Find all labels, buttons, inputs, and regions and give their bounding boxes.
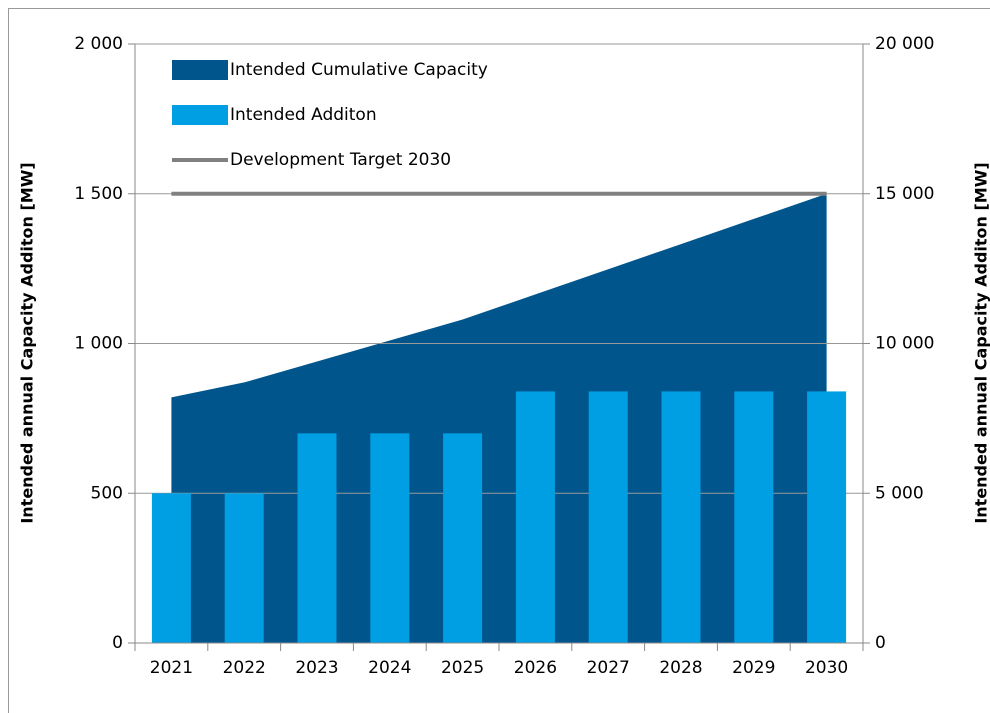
area — [171, 193, 827, 643]
legend-label: Development Target 2030 — [230, 150, 451, 170]
x-tick-label: 2022 — [223, 658, 266, 678]
x-tick-label: 2026 — [514, 658, 557, 678]
bar — [734, 391, 774, 643]
x-tick-label: 2021 — [150, 658, 193, 678]
y-tick-label: 1 000 — [74, 334, 123, 354]
legend-swatch — [172, 105, 228, 125]
chart-border — [8, 8, 990, 713]
y-tick-label: 1 500 — [74, 184, 123, 204]
y2-tick-label: 20 000 — [875, 34, 934, 54]
bar — [588, 391, 628, 643]
y-tick-label: 2 000 — [74, 34, 123, 54]
y-tick-label: 500 — [91, 483, 123, 503]
x-tick-label: 2030 — [805, 658, 848, 678]
y2-tick-label: 10 000 — [875, 334, 934, 354]
bar — [661, 391, 701, 643]
x-tick-label: 2023 — [295, 658, 338, 678]
x-tick-label: 2029 — [732, 658, 775, 678]
y2-axis-title: Intended annual Capacity Additon [MW] — [972, 162, 990, 523]
legend-label: Intended Cumulative Capacity — [230, 60, 488, 80]
y2-tick-label: 15 000 — [875, 184, 934, 204]
bar — [151, 493, 191, 643]
x-tick-label: 2024 — [368, 658, 411, 678]
legend-swatch — [172, 60, 228, 80]
bar — [224, 493, 264, 643]
bar — [515, 391, 555, 643]
bar — [297, 433, 337, 643]
y2-tick-label: 5 000 — [875, 483, 924, 503]
y-tick-label: 0 — [112, 633, 123, 653]
legend-label: Intended Additon — [230, 105, 377, 125]
x-tick-label: 2028 — [659, 658, 702, 678]
y2-tick-label: 0 — [875, 633, 886, 653]
bar — [443, 433, 483, 643]
bar — [807, 391, 847, 643]
x-tick-label: 2025 — [441, 658, 484, 678]
y-axis-title: Intended annual Capacity Additon [MW] — [18, 162, 37, 523]
bar — [370, 433, 410, 643]
x-tick-label: 2027 — [587, 658, 630, 678]
